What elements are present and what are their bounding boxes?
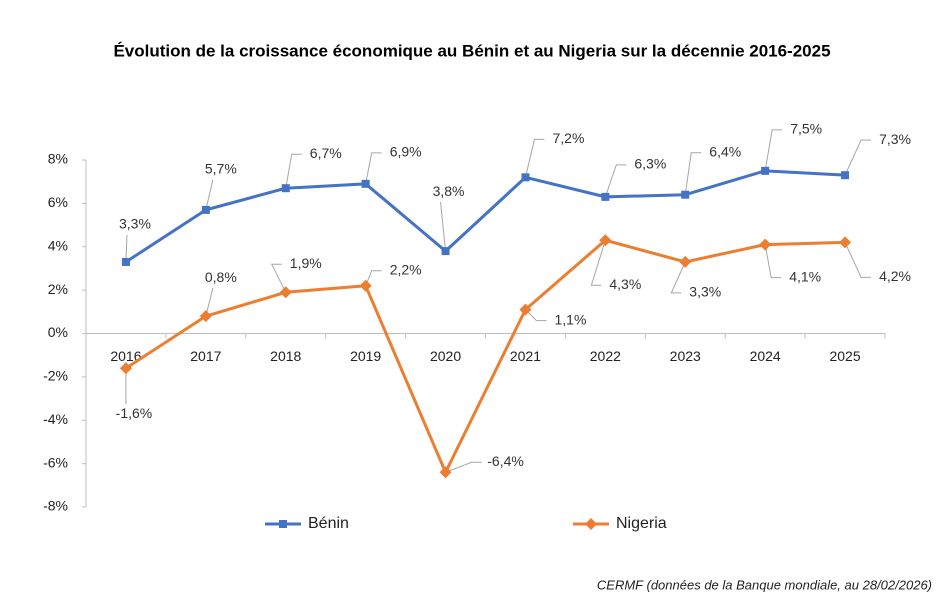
- chart-title: Évolution de la croissance économique au…: [113, 41, 830, 60]
- leader-line: [590, 240, 606, 286]
- x-tick-label: 2023: [670, 348, 701, 364]
- y-tick-label: -2%: [43, 368, 68, 384]
- leader-line: [844, 139, 872, 176]
- y-tick-label: 8%: [48, 151, 68, 167]
- leader-line: [684, 152, 702, 195]
- y-tick-label: 4%: [48, 237, 68, 253]
- series-line: [125, 238, 846, 474]
- leader-line: [205, 179, 214, 210]
- leader-line: [764, 244, 782, 279]
- y-tick-label: 0%: [48, 324, 68, 340]
- y-tick-label: -6%: [43, 454, 68, 470]
- data-label: 7,3%: [879, 131, 911, 147]
- data-label: 6,9%: [390, 144, 422, 160]
- leader-line: [440, 202, 447, 252]
- leader-line: [670, 261, 686, 294]
- x-tick-label: 2018: [270, 348, 301, 364]
- data-point: [761, 166, 770, 175]
- data-point: [361, 179, 370, 188]
- data-point: [279, 286, 292, 299]
- source-note: CERMF (données de la Banque mondiale, au…: [597, 577, 932, 592]
- y-tick-label: 6%: [48, 194, 68, 210]
- data-label: 1,9%: [290, 255, 322, 271]
- series-line: [125, 169, 846, 264]
- data-point: [199, 310, 212, 323]
- legend-label: Nigeria: [616, 515, 667, 532]
- data-point: [519, 303, 532, 316]
- data-label: 1,1%: [554, 311, 586, 327]
- data-point: [681, 190, 690, 199]
- x-tick-label: 2019: [350, 348, 381, 364]
- leader-line: [764, 129, 783, 171]
- x-tick-label: 2025: [829, 348, 860, 364]
- data-label: 4,2%: [879, 268, 911, 284]
- data-point: [121, 257, 130, 266]
- y-tick-label: -8%: [43, 498, 68, 514]
- x-tick-label: 2017: [190, 348, 221, 364]
- data-point: [281, 184, 290, 193]
- leader-line: [445, 461, 482, 473]
- data-point: [439, 466, 452, 479]
- data-point: [521, 173, 530, 182]
- data-point: [441, 247, 450, 256]
- legend-marker: [279, 520, 287, 528]
- data-label: 3,8%: [433, 183, 465, 199]
- leader-line: [125, 234, 128, 262]
- data-label: -6,4%: [487, 453, 524, 469]
- data-label: 7,5%: [790, 121, 822, 137]
- data-label: 0,8%: [205, 269, 237, 285]
- data-label: -1,6%: [116, 405, 153, 421]
- data-point: [841, 171, 850, 180]
- data-label: 4,1%: [789, 268, 821, 284]
- data-label: 6,4%: [709, 143, 741, 159]
- leader-line: [524, 138, 545, 178]
- data-point: [679, 255, 692, 268]
- x-tick-label: 2024: [750, 348, 781, 364]
- data-label: 5,7%: [205, 161, 237, 177]
- y-tick-label: -4%: [43, 411, 68, 427]
- data-label: 6,3%: [634, 156, 666, 172]
- data-point: [601, 192, 610, 201]
- data-point: [201, 205, 210, 214]
- leader-line: [604, 164, 627, 198]
- data-label: 3,3%: [689, 284, 721, 300]
- x-tick-label: 2021: [510, 348, 541, 364]
- data-point: [759, 238, 772, 251]
- legend-label: Bénin: [308, 515, 349, 532]
- x-tick-label: 2016: [110, 348, 141, 364]
- x-tick-label: 2022: [590, 348, 621, 364]
- data-label: 3,3%: [119, 216, 151, 232]
- leader-line: [525, 309, 547, 322]
- data-point: [599, 234, 612, 247]
- data-label: 4,3%: [609, 276, 641, 292]
- data-label: 6,7%: [310, 145, 342, 161]
- data-point: [359, 279, 372, 292]
- leader-line: [365, 152, 382, 184]
- data-label: 7,2%: [552, 130, 584, 146]
- x-tick-label: 2020: [430, 348, 461, 364]
- data-point: [839, 236, 852, 249]
- leader-line: [285, 153, 302, 189]
- y-tick-label: 2%: [48, 281, 68, 297]
- leader-line: [844, 242, 872, 278]
- data-point: [119, 362, 132, 375]
- legend-marker: [585, 518, 597, 530]
- leader-line: [365, 270, 382, 286]
- data-label: 2,2%: [390, 261, 422, 277]
- leader-line: [270, 263, 287, 293]
